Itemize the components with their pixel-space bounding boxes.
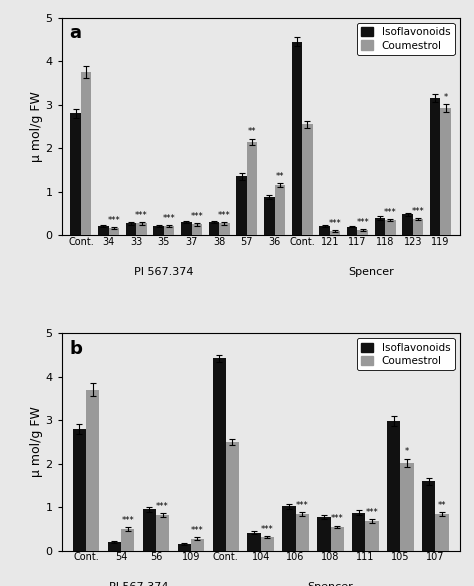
Bar (73, 429, 86, 551)
Bar (435, 514, 448, 551)
Bar (209, 222, 219, 235)
Text: PI 567.374: PI 567.374 (109, 582, 168, 586)
Bar (347, 227, 357, 235)
Text: ***: *** (261, 525, 273, 534)
Text: ***: *** (191, 526, 204, 535)
Bar (247, 142, 257, 235)
Bar (387, 421, 401, 551)
Bar (296, 514, 309, 551)
Text: ***: *** (156, 502, 169, 511)
Bar (156, 515, 169, 551)
Text: b: b (70, 340, 82, 357)
Bar (264, 197, 274, 235)
Bar (226, 442, 239, 551)
Text: PI 567.374: PI 567.374 (134, 267, 194, 277)
Bar (302, 124, 313, 235)
Bar (430, 98, 440, 235)
Bar (374, 218, 385, 235)
Text: ***: *** (135, 211, 148, 220)
Bar (247, 533, 261, 551)
Bar (352, 513, 365, 551)
Bar (108, 542, 121, 551)
Text: **: ** (438, 501, 446, 510)
Text: ***: *** (163, 214, 175, 223)
Text: ***: *** (121, 516, 134, 525)
Text: ***: *** (108, 216, 120, 225)
Bar (143, 509, 156, 551)
Text: ***: *** (328, 219, 341, 228)
Bar (154, 226, 164, 235)
Bar (319, 226, 330, 235)
Bar (137, 223, 147, 235)
Legend: Isoflavonoids, Coumestrol: Isoflavonoids, Coumestrol (357, 338, 455, 370)
Bar (81, 72, 91, 235)
Y-axis label: μ mol/g FW: μ mol/g FW (30, 407, 43, 478)
Bar (422, 481, 435, 551)
Text: ***: *** (356, 218, 369, 227)
Bar (402, 214, 413, 235)
Bar (365, 521, 379, 551)
Bar (98, 226, 109, 235)
Text: ***: *** (218, 211, 231, 220)
Text: **: ** (248, 127, 256, 137)
Bar (109, 228, 119, 235)
Bar (178, 544, 191, 551)
Text: ***: *** (296, 501, 309, 510)
Text: ***: *** (411, 207, 424, 216)
Bar (191, 224, 202, 235)
Text: Spencer: Spencer (348, 267, 394, 277)
Text: *: * (444, 93, 448, 102)
Bar (357, 230, 368, 235)
Bar (413, 219, 423, 235)
Text: ***: *** (366, 508, 379, 517)
Bar (283, 506, 296, 551)
Bar (126, 223, 137, 235)
Y-axis label: μ mol/g FW: μ mol/g FW (30, 91, 43, 162)
Text: Spencer: Spencer (308, 582, 354, 586)
Bar (330, 527, 344, 551)
Text: *: * (405, 447, 409, 456)
Bar (237, 176, 247, 235)
Text: a: a (70, 24, 82, 42)
Text: **: ** (275, 172, 284, 181)
Bar (191, 539, 204, 551)
Bar (261, 537, 274, 551)
Bar (330, 231, 340, 235)
Bar (317, 517, 330, 551)
Text: ***: *** (384, 207, 397, 216)
Bar (71, 113, 81, 235)
Legend: Isoflavonoids, Coumestrol: Isoflavonoids, Coumestrol (357, 23, 455, 54)
Text: ***: *** (331, 515, 344, 523)
Bar (440, 108, 451, 235)
Bar (385, 220, 396, 235)
Text: ***: *** (191, 212, 203, 221)
Bar (86, 390, 100, 551)
Bar (292, 42, 302, 235)
Bar (274, 185, 285, 235)
Bar (212, 359, 226, 551)
Bar (181, 222, 191, 235)
Bar (219, 223, 230, 235)
Bar (401, 463, 414, 551)
Bar (164, 226, 174, 235)
Bar (121, 529, 134, 551)
